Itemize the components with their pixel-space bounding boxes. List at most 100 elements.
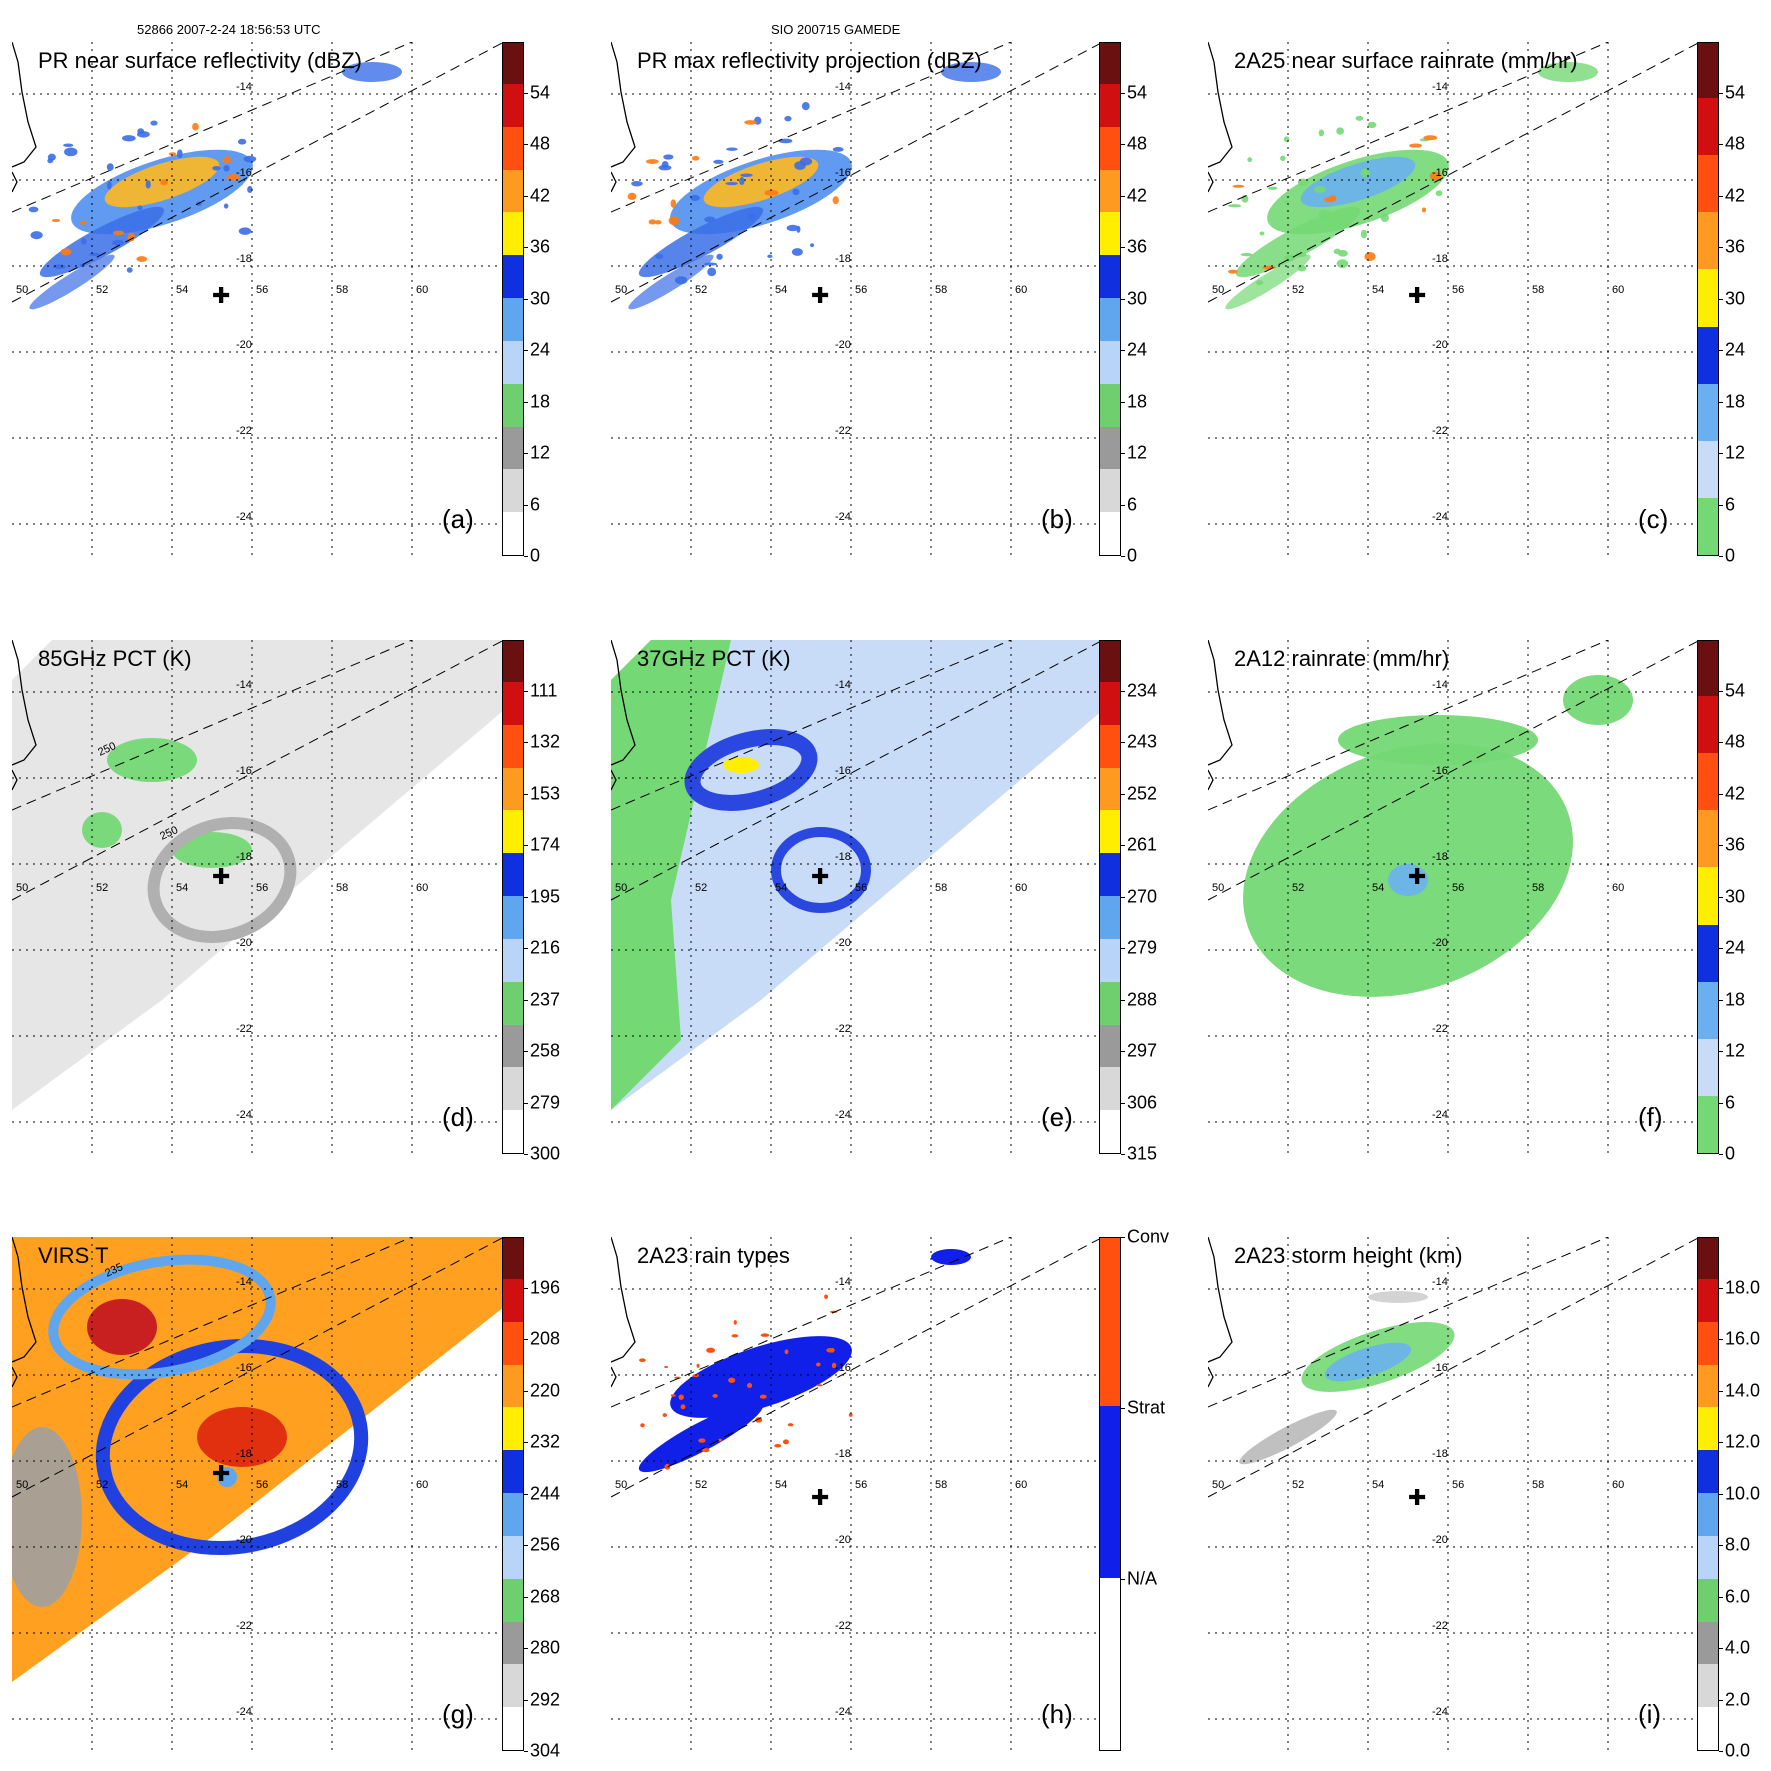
lat-tick-label: -22: [835, 425, 851, 437]
colorbar-tick-label: 12: [530, 442, 551, 463]
convective-cell: [746, 1382, 753, 1388]
colorbar-segment: [1698, 980, 1718, 1039]
colorbar-tick-label: 30: [1725, 886, 1746, 907]
colorbar-strip: [1697, 42, 1719, 556]
colorbar-tick-label: 252: [1127, 783, 1158, 804]
colorbar-f: 54 48 42 36 30 24 18 12 6 0: [1697, 640, 1761, 1170]
panel-d: 50 52 54 56 58 60 -14 -16 -18 -20 -22 -24 250 250 ✚ 85G…: [12, 640, 504, 1154]
rain-cell: [810, 243, 815, 248]
rain-cell: [30, 231, 43, 240]
lat-tick-label: -16: [835, 167, 851, 179]
convective-cell: [678, 1394, 684, 1400]
colorbar-segment: [1100, 641, 1120, 682]
convective-cell: [728, 1377, 736, 1383]
pr-swath-edges: [611, 1237, 1103, 1498]
rain-cell: [1318, 209, 1331, 219]
colorbar-tick-mark: [524, 1699, 528, 1701]
panel-title: 37GHz PCT (K): [637, 646, 791, 671]
lat-tick-label: -20: [236, 937, 252, 949]
lat-tick-label: -24: [835, 511, 851, 523]
convective-cell: [848, 1413, 853, 1417]
rain-cell: [176, 149, 183, 159]
colorbar-tick-label: 48: [1127, 133, 1148, 154]
colorbar-segment: [1100, 895, 1120, 939]
colorbar-tick-label: 0: [1127, 545, 1138, 566]
colorbar-tick-label: 234: [1127, 680, 1158, 701]
colorbar-tick-label: 10.0: [1725, 1483, 1761, 1504]
lon-tick-label: 60: [416, 882, 428, 894]
rain-cell: [725, 181, 739, 186]
lat-tick-label: -22: [1432, 1620, 1448, 1632]
lat-tick-label: -16: [236, 1362, 252, 1374]
colorbar-segment: [1100, 980, 1120, 1025]
colorbar-tick-mark: [1719, 195, 1723, 197]
lon-tick-label: 58: [1532, 1479, 1544, 1491]
rain-cell: [28, 206, 39, 213]
lon-tick-label: 54: [775, 284, 787, 296]
pr-swath-edges: [1208, 640, 1700, 901]
rain-band: [684, 729, 818, 811]
panel-label: (c): [1638, 504, 1669, 534]
colorbar-tick-label: 0: [1725, 1143, 1736, 1164]
colorbar-c: 54 48 42 36 30 24 18 12 6 0: [1697, 42, 1761, 572]
colorbar-tick-mark: [1121, 1154, 1125, 1155]
colorbar-tick-label: 174: [530, 834, 561, 855]
colorbar-segment: [1698, 641, 1718, 697]
lon-tick-label: 54: [176, 284, 188, 296]
convective-cell: [670, 1394, 676, 1397]
storm-center-marker-icon: ✚: [1408, 865, 1426, 890]
colorbar-tick-label: 288: [1127, 989, 1158, 1010]
colorbar-segment: [1698, 154, 1718, 213]
rain-cell: [1429, 171, 1442, 181]
coastline: [12, 1237, 37, 1388]
storm-center-marker-icon: ✚: [212, 865, 230, 890]
colorbar-tick-mark: [1719, 298, 1723, 300]
colorbar-tick-label: 244: [530, 1483, 561, 1504]
convective-cell: [680, 1404, 686, 1410]
lat-tick-label: -20: [835, 1534, 851, 1546]
rain-cell: [121, 135, 136, 142]
colorbar-tick-mark: [1719, 350, 1723, 352]
stratiform-region: [931, 1249, 971, 1265]
eyewall-ring: [147, 817, 297, 943]
pr-swath-edges: [12, 640, 504, 901]
colorbar-tick-mark: [524, 691, 528, 692]
rain-cell: [794, 161, 806, 170]
lon-tick-label: 58: [935, 1479, 947, 1491]
colorbar-tick-mark: [1719, 1493, 1723, 1495]
convective-cell: [824, 1294, 829, 1300]
convective-cell: [640, 1423, 645, 1428]
pr-swath-edges: [611, 42, 1103, 303]
colorbar-segment: [1698, 809, 1718, 868]
convective-cell: [662, 1413, 668, 1418]
colorbar-segment: [1698, 752, 1718, 811]
lat-tick-label: -20: [236, 339, 252, 351]
eye-region: [1388, 864, 1428, 896]
colorbar-tick-mark: [1121, 556, 1125, 557]
colorbar-segment: [503, 254, 523, 298]
colorbar-tick-mark: [1719, 1596, 1723, 1598]
lon-tick-label: 56: [256, 284, 268, 296]
colorbar-tick-label: 42: [1725, 185, 1746, 206]
colorbar-tick-label: 6: [1725, 494, 1736, 515]
rain-cell: [1360, 229, 1367, 239]
rain-cell: [137, 205, 143, 210]
rain-cell: [80, 238, 87, 245]
convective-region: [172, 832, 252, 868]
lat-tick-label: -24: [1432, 1109, 1448, 1121]
convective-cell: [664, 1365, 669, 1369]
lat-tick-label: -24: [835, 1109, 851, 1121]
swath-edge-line: [12, 42, 504, 303]
colorbar-segment: [1698, 1406, 1718, 1451]
colorbar-segment: [1698, 695, 1718, 754]
colorbar-tick-label: 220: [530, 1380, 561, 1401]
colorbar-i: 18.0 16.0 14.0 12.0 10.0 8.0 6.0 4.0 2.0 0.0: [1697, 1237, 1761, 1767]
colorbar-segment: [1100, 766, 1120, 811]
lat-lon-grid: [611, 42, 1103, 556]
rain-cell: [1228, 204, 1242, 208]
lat-tick-label: -18: [236, 851, 252, 863]
colorbar-tick-label: 2.0: [1725, 1689, 1751, 1710]
colorbar-segment: [1698, 1238, 1718, 1279]
colorbar-tick-label: Strat: [1127, 1397, 1166, 1418]
